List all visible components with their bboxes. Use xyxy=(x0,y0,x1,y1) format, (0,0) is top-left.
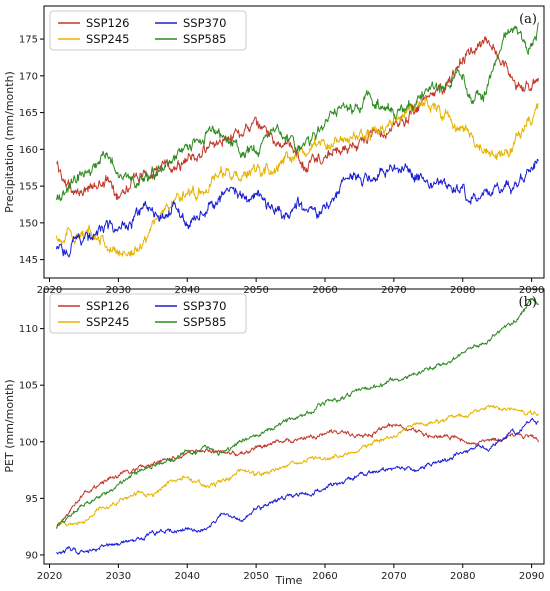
series-layer-b xyxy=(55,297,539,555)
y-axis-title-a: Precipitation (mm/month) xyxy=(3,71,16,213)
legend-label-ssp585-a: SSP585 xyxy=(183,32,226,46)
x-tick-label-2080-a: 2080 xyxy=(450,285,475,296)
y-axis-title-b: PET (mm/month) xyxy=(3,379,16,472)
y-tick-label-95-b: 95 xyxy=(25,494,38,505)
y-tick-label-145-a: 145 xyxy=(19,255,38,266)
x-tick-label-2040-a: 2040 xyxy=(175,285,200,296)
x-ticks-b: 2020 2030 2040 2050 2060 2070 2080 2090 xyxy=(37,564,544,582)
y-ticks-b: 90 95 100 105 110 xyxy=(19,324,44,561)
legend-a: SSP126 SSP245 SSP370 SSP585 xyxy=(49,10,247,51)
legend-label-ssp370-b: SSP370 xyxy=(183,299,226,313)
series-line-ssp370-b xyxy=(56,417,539,555)
y-tick-label-100-b: 100 xyxy=(19,437,38,448)
legend-label-ssp126-a: SSP126 xyxy=(86,16,129,30)
y-tick-label-150-a: 150 xyxy=(19,218,38,229)
series-layer-a xyxy=(55,22,539,258)
y-tick-label-165-a: 165 xyxy=(19,108,38,119)
y-ticks-a: 145 150 155 160 165 170 175 xyxy=(19,35,44,266)
y-tick-label-90-b: 90 xyxy=(25,550,38,561)
plot-frame-b xyxy=(43,288,545,565)
x-axis-title-b: Time xyxy=(275,574,303,587)
x-tick-label-2030-b: 2030 xyxy=(106,571,131,582)
series-line-ssp245-a xyxy=(55,96,539,257)
x-tick-label-2050-a: 2050 xyxy=(243,285,268,296)
legend-label-ssp245-b: SSP245 xyxy=(86,315,129,329)
series-line-ssp585-b xyxy=(55,297,539,529)
y-tick-label-175-a: 175 xyxy=(19,35,38,46)
x-tick-label-2070-b: 2070 xyxy=(381,571,406,582)
x-tick-label-2020-a: 2020 xyxy=(37,285,62,296)
x-tick-label-2060-a: 2060 xyxy=(312,285,337,296)
x-tick-label-2080-b: 2080 xyxy=(450,571,475,582)
y-tick-label-105-b: 105 xyxy=(19,381,38,392)
x-ticks-a: 2020 2030 2040 2050 2060 2070 2080 2090 xyxy=(37,278,544,296)
x-tick-label-2090-a: 2090 xyxy=(519,285,544,296)
legend-box-a xyxy=(49,10,247,51)
x-tick-label-2030-a: 2030 xyxy=(106,285,131,296)
panel-label-a: (a) xyxy=(519,12,537,27)
legend-label-ssp370-a: SSP370 xyxy=(183,16,226,30)
x-tick-label-2060-b: 2060 xyxy=(312,571,337,582)
precipitation-panel: 2020 2030 2040 2050 2060 2070 2080 2090 1451501… xyxy=(3,5,545,296)
x-tick-label-2090-b: 2090 xyxy=(519,571,544,582)
x-tick-label-2050-b: 2050 xyxy=(243,571,268,582)
series-line-ssp370-a xyxy=(55,158,539,258)
legend-label-ssp585-b: SSP585 xyxy=(183,315,226,329)
y-tick-label-160-a: 160 xyxy=(19,145,38,156)
plot-frame-a xyxy=(43,5,545,279)
y-tick-label-155-a: 155 xyxy=(19,182,38,193)
legend-box-b xyxy=(49,293,247,334)
y-tick-label-110-b: 110 xyxy=(19,324,38,335)
legend-b: SSP126 SSP245 SSP370 SSP585 xyxy=(49,293,247,334)
x-tick-label-2020-b: 2020 xyxy=(37,571,62,582)
x-tick-label-2070-a: 2070 xyxy=(381,285,406,296)
series-line-ssp585-a xyxy=(55,22,539,202)
panel-label-b: (b) xyxy=(519,295,537,310)
legend-label-ssp245-a: SSP245 xyxy=(86,32,129,46)
x-tick-label-2040-b: 2040 xyxy=(175,571,200,582)
pet-panel: 2020 2030 2040 2050 2060 2070 2080 2090 90 95 100… xyxy=(3,288,545,587)
series-line-ssp126-b xyxy=(55,423,539,529)
legend-label-ssp126-b: SSP126 xyxy=(86,299,129,313)
series-line-ssp245-b xyxy=(55,404,539,529)
y-tick-label-170-a: 170 xyxy=(19,71,38,82)
